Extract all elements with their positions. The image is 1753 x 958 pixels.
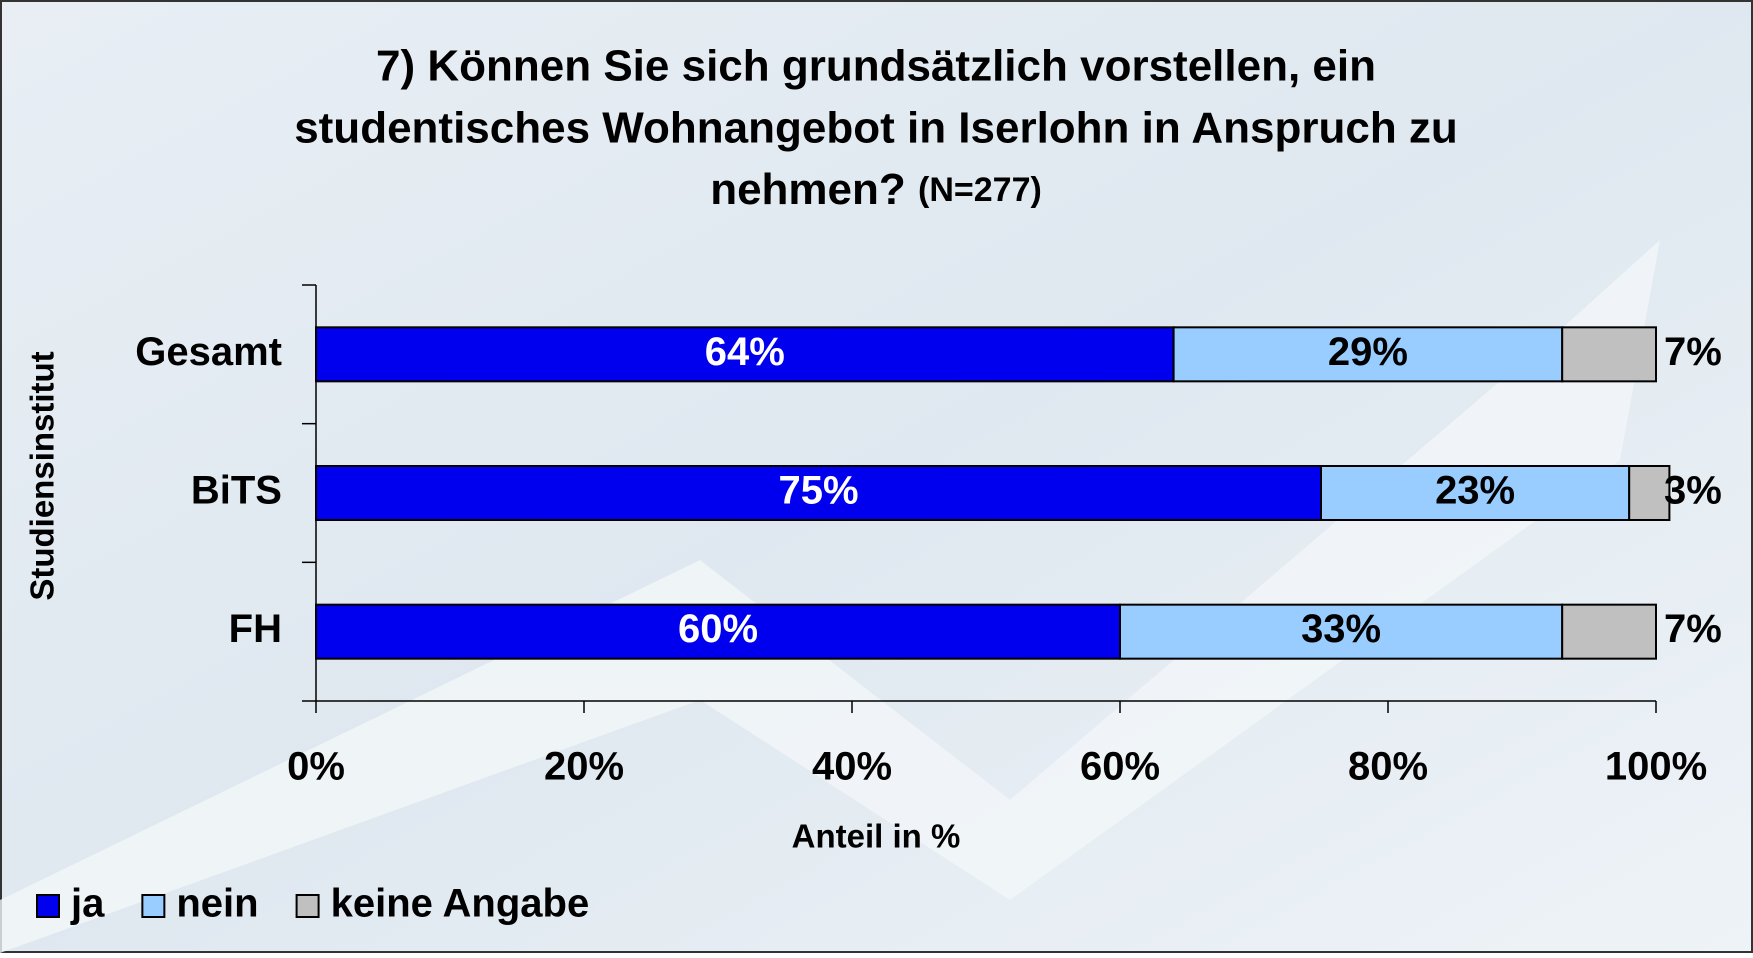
- bar-segment: [1119, 603, 1564, 660]
- data-label: 60%: [678, 607, 758, 651]
- chart-subtitle: (N=277): [918, 171, 1042, 209]
- decoration: [0, 240, 1660, 953]
- bar-segment: [1561, 603, 1657, 660]
- bar-segment: [315, 603, 1121, 660]
- bar-segment: [1561, 326, 1657, 383]
- data-label: 33%: [1301, 607, 1381, 651]
- legend-label: keine Angabe: [331, 882, 590, 926]
- legend-swatch: [295, 894, 320, 918]
- chart-title: 7) Können Sie sich grundsätzlich vorstel…: [376, 42, 1376, 91]
- y-axis-label: Studiensinstitut: [24, 351, 61, 600]
- bar-segment: [1320, 465, 1631, 521]
- x-tick-label: 60%: [1080, 745, 1160, 789]
- x-tick-label: 40%: [812, 745, 892, 789]
- chart-title: studentisches Wohnangebot in Iserlohn in…: [294, 104, 1458, 153]
- legend-label: ja: [70, 882, 105, 926]
- y-tick-label: Gesamt: [135, 330, 282, 374]
- data-label: 75%: [778, 469, 858, 513]
- y-tick-label: BiTS: [191, 469, 282, 513]
- bar-segment: [1628, 465, 1671, 521]
- y-tick-label: FH: [229, 607, 282, 651]
- data-label: 3%: [1664, 469, 1722, 513]
- x-tick-label: 0%: [287, 745, 345, 789]
- x-tick-label: 100%: [1605, 745, 1707, 789]
- x-axis-label: Anteil in %: [792, 818, 961, 855]
- data-label: 7%: [1664, 330, 1722, 374]
- x-tick-label: 80%: [1348, 745, 1428, 789]
- data-label: 7%: [1664, 607, 1722, 651]
- legend-swatch: [36, 894, 60, 918]
- chart-title: nehmen? (N=277): [710, 165, 1042, 214]
- data-label: 23%: [1435, 469, 1515, 513]
- chart-title: nehmen?: [710, 165, 906, 214]
- data-label: 29%: [1328, 330, 1408, 374]
- x-tick-label: 20%: [544, 745, 624, 789]
- legend-swatch: [141, 894, 166, 918]
- data-label: 64%: [705, 330, 785, 374]
- legend-label: nein: [176, 882, 258, 926]
